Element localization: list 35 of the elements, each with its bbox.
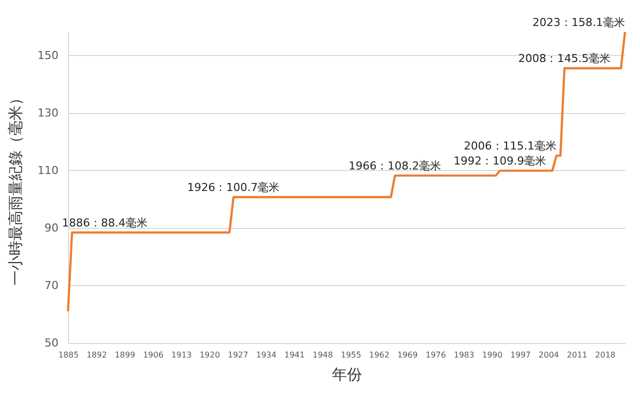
annotation: 1992：109.9毫米 (454, 154, 546, 168)
y-tick-label: 130 (38, 106, 58, 120)
x-tick-label: 1885 (58, 350, 79, 360)
x-tick-label: 1927 (228, 350, 248, 360)
annotation: 2023：158.1毫米 (532, 16, 625, 29)
x-tick-label: 1920 (200, 350, 220, 360)
x-tick-label: 2018 (595, 350, 616, 360)
y-axis-title: 一小時最高雨量紀錄（毫米） (6, 90, 25, 286)
x-tick-label: 1990 (482, 350, 502, 360)
annotation: 1926：100.7毫米 (187, 181, 280, 194)
x-tick-label: 1962 (369, 350, 390, 360)
x-tick-label: 1941 (284, 350, 305, 360)
annotation: 1886：88.4毫米 (62, 216, 148, 230)
x-tick-label: 1997 (510, 350, 531, 360)
x-tick-label: 1913 (171, 350, 192, 360)
x-tick-label: 2004 (538, 350, 559, 360)
y-tick-label: 70 (44, 278, 58, 292)
x-tick-label: 2011 (566, 350, 588, 360)
x-tick-label: 1906 (143, 350, 164, 360)
x-tick-label: 1899 (114, 350, 136, 360)
y-tick-label: 50 (44, 336, 58, 350)
x-tick-label: 1934 (256, 350, 276, 360)
y-tick-label: 150 (38, 48, 58, 62)
annotation: 2006：115.1毫米 (464, 140, 556, 153)
x-tick-label: 1983 (454, 350, 474, 360)
x-tick-label: 1955 (340, 350, 362, 360)
x-tick-label: 1948 (312, 350, 333, 360)
x-tick-label: 1969 (397, 350, 418, 360)
annotation: 2008：145.5毫米 (518, 52, 611, 66)
x-axis-title: 年份 (332, 366, 362, 384)
x-tick-label: 1976 (426, 350, 446, 360)
x-tick-label: 1892 (86, 350, 107, 360)
y-tick-label: 90 (44, 221, 58, 234)
annotation: 1966：108.2毫米 (348, 160, 442, 173)
y-tick-label: 110 (38, 164, 58, 177)
